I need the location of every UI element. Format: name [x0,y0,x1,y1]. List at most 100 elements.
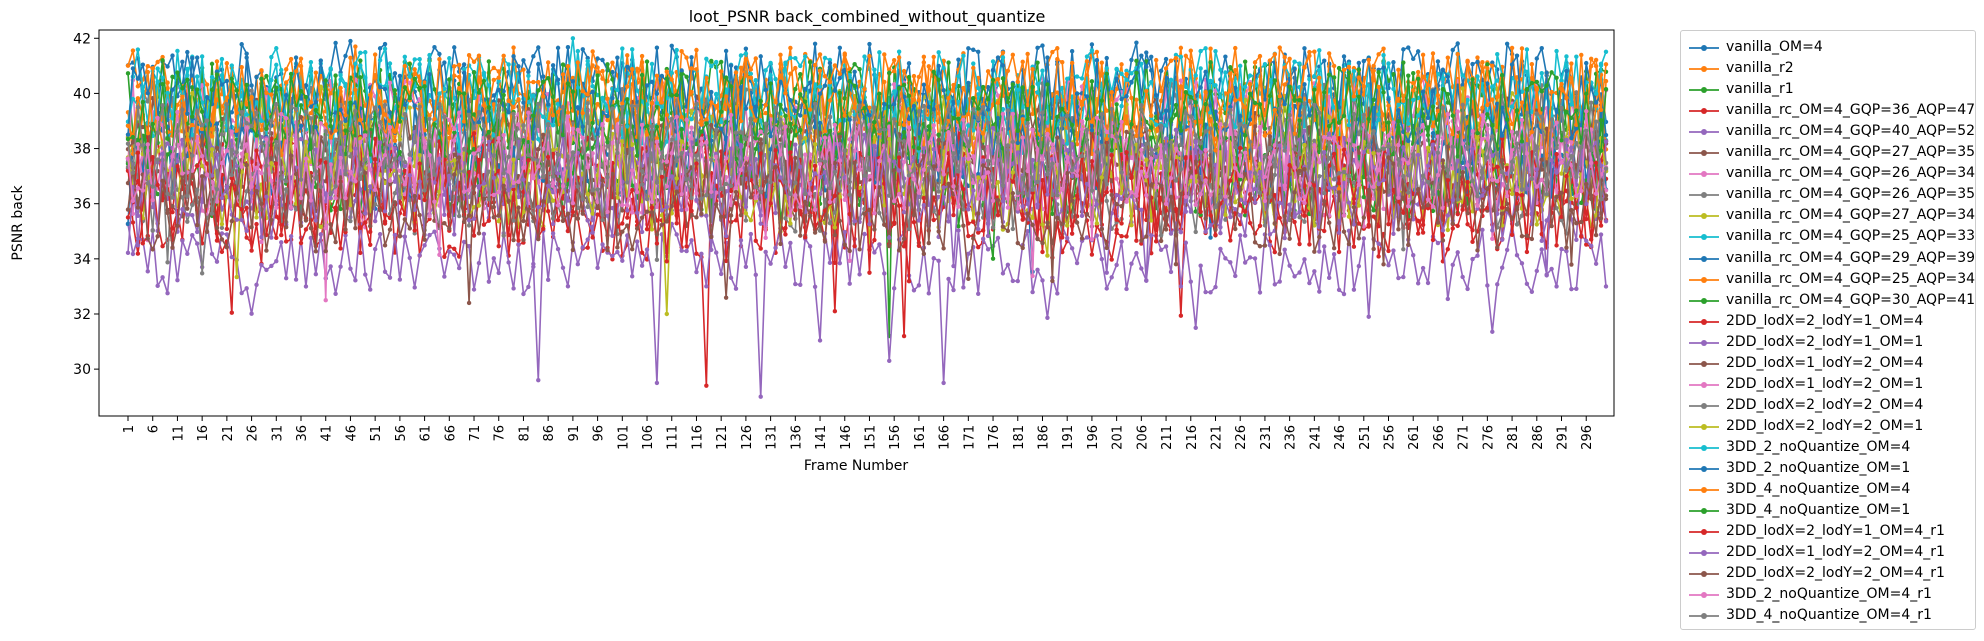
data-point [896,203,902,208]
data-point [1272,107,1278,113]
data-point [980,236,986,242]
data-point [674,232,679,237]
data-point [1089,42,1095,47]
data-point [1065,141,1070,146]
data-point [753,56,758,61]
data-point [1069,49,1075,54]
data-point [283,275,289,281]
data-point [1490,60,1495,65]
data-point [427,213,432,219]
data-point [550,147,556,153]
data-point [1084,235,1090,240]
data-point [1386,248,1391,254]
data-point [807,59,813,65]
data-point [1233,45,1238,51]
data-point [580,245,585,250]
data-point [397,277,403,282]
data-point [921,146,927,151]
data-point [872,67,877,72]
data-point [827,98,833,103]
data-point [333,291,338,296]
data-point [956,57,961,62]
data-point [1163,56,1169,62]
data-point [501,89,506,94]
data-point [442,254,447,259]
series-line [127,222,1607,398]
data-point [639,263,645,268]
data-point [471,112,477,117]
data-point [758,129,763,134]
data-point [1564,249,1569,254]
data-point [1282,247,1287,252]
data-point [1267,134,1273,139]
data-point [1223,54,1228,59]
data-point [610,77,615,82]
data-point [1228,260,1233,265]
data-point [1584,216,1589,222]
data-point [130,48,136,53]
data-point [1168,77,1174,82]
data-point [1376,241,1381,246]
data-point [303,284,309,289]
data-point [565,44,571,50]
data-point [452,45,457,50]
data-point [1514,252,1520,258]
data-point [1203,89,1208,95]
data-point [1025,229,1030,234]
data-point [1238,233,1243,238]
data-point [1178,45,1184,51]
data-point [190,233,195,238]
data-point [486,59,492,64]
data-point [382,102,388,108]
data-point [417,253,422,258]
data-point [190,122,195,128]
data-point [1514,130,1520,135]
data-point [689,125,694,130]
data-point [1272,282,1278,287]
data-point [990,125,996,131]
data-point [595,265,600,270]
data-point [249,311,254,316]
data-point [328,91,333,96]
data-point [555,246,561,252]
data-point [397,137,403,142]
data-point [1504,41,1510,46]
data-point [699,251,704,256]
data-point [748,71,754,77]
data-point [1465,286,1470,292]
data-point [1055,291,1060,296]
data-point [956,228,961,233]
data-point [298,136,304,142]
data-point [1455,41,1460,46]
data-point [575,262,581,267]
data-point [1282,54,1287,60]
data-point [644,59,650,64]
data-point [155,66,160,71]
data-point [209,251,215,257]
data-point [1396,275,1401,281]
data-point [1322,244,1327,249]
data-point [135,243,141,248]
data-point [1297,270,1302,275]
data-point [358,63,363,68]
data-point [1554,243,1559,248]
data-point [486,129,492,135]
data-point [768,261,773,266]
data-point [1539,247,1544,252]
data-point [704,383,709,388]
data-point [1208,235,1213,240]
data-point [214,145,220,151]
data-point [1094,233,1100,238]
data-point [857,272,862,277]
data-point [1208,290,1213,295]
data-point [941,380,946,386]
data-point [847,281,852,286]
data-point [812,284,818,289]
data-point [817,338,823,343]
data-point [160,58,165,63]
data-point [1475,74,1480,79]
data-point [338,264,343,269]
data-point [1139,266,1144,271]
data-point [214,59,220,64]
data-point [1326,114,1332,120]
